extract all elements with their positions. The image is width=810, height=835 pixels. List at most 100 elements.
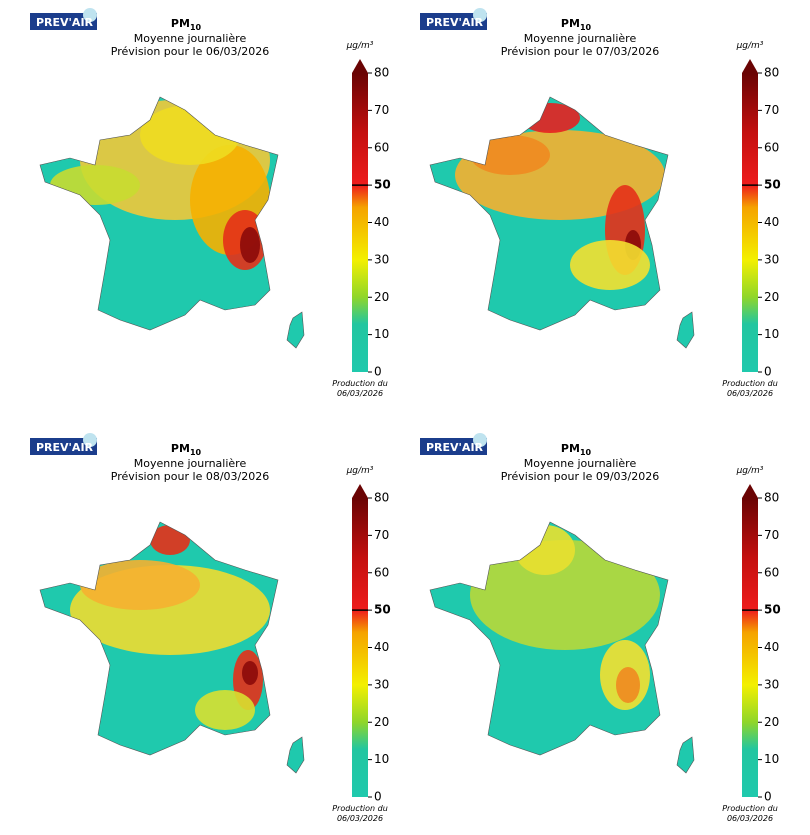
forecast-date: Prévision pour le 07/03/2026 bbox=[501, 45, 659, 58]
pollution-area bbox=[570, 240, 650, 290]
tick-label: 50 bbox=[764, 178, 781, 192]
colorbar bbox=[742, 73, 758, 372]
pollution-area bbox=[616, 667, 640, 703]
production: 06/03/2026 bbox=[727, 389, 773, 398]
tick-label: 30 bbox=[374, 677, 389, 691]
pollution-area bbox=[150, 525, 190, 555]
corsica-outline bbox=[286, 736, 305, 774]
corsica-outline bbox=[676, 736, 695, 774]
logo: PREV'AIR bbox=[426, 441, 484, 454]
subtitle: Moyenne journalière bbox=[134, 457, 247, 470]
logo: PREV'AIR bbox=[36, 441, 94, 454]
tick-label: 50 bbox=[374, 603, 391, 617]
production: 06/03/2026 bbox=[337, 814, 383, 823]
tick-label: 10 bbox=[374, 752, 389, 766]
title: PM10 bbox=[561, 17, 592, 32]
tick-label: 40 bbox=[374, 640, 389, 654]
logo-globe bbox=[473, 433, 487, 447]
france-outline bbox=[39, 521, 279, 756]
logo-box bbox=[420, 438, 487, 455]
tick-label: 50 bbox=[374, 178, 391, 192]
tick-label: 40 bbox=[764, 640, 779, 654]
tick-label: 70 bbox=[374, 528, 389, 542]
title-subscript: 10 bbox=[190, 448, 202, 457]
tick-label: 20 bbox=[764, 715, 779, 729]
unit: µg/m³ bbox=[736, 466, 764, 476]
tick-label: 80 bbox=[374, 66, 389, 80]
pollution-area bbox=[242, 661, 258, 685]
tick-label: 80 bbox=[764, 66, 779, 80]
colorbar bbox=[352, 498, 368, 797]
tick-label: 70 bbox=[764, 528, 779, 542]
tick-label: 80 bbox=[764, 491, 779, 505]
unit: µg/m³ bbox=[736, 41, 764, 51]
logo: PREV'AIR bbox=[426, 16, 484, 29]
colorbar-extend bbox=[742, 484, 758, 498]
colorbar-extend bbox=[352, 484, 368, 498]
tick-label: 0 bbox=[374, 790, 382, 804]
pollution-area bbox=[80, 560, 200, 610]
subtitle: Moyenne journalière bbox=[524, 457, 637, 470]
title-main: PM bbox=[561, 442, 580, 455]
logo: PREV'AIR bbox=[36, 16, 94, 29]
pollution-area bbox=[240, 227, 260, 263]
tick-label: 40 bbox=[764, 215, 779, 229]
colorbar bbox=[352, 73, 368, 372]
tick-label: 50 bbox=[764, 603, 781, 617]
logo-globe bbox=[83, 433, 97, 447]
logo-box bbox=[420, 13, 487, 30]
tick-label: 30 bbox=[374, 252, 389, 266]
corsica-outline bbox=[676, 311, 695, 349]
tick-label: 60 bbox=[764, 565, 779, 579]
tick-label: 0 bbox=[764, 365, 772, 379]
colorbar-extend bbox=[742, 59, 758, 73]
tick-label: 80 bbox=[374, 491, 389, 505]
tick-label: 0 bbox=[374, 365, 382, 379]
tick-label: 30 bbox=[764, 252, 779, 266]
colorbar-extend bbox=[352, 59, 368, 73]
title-subscript: 10 bbox=[580, 23, 592, 32]
production: 06/03/2026 bbox=[337, 389, 383, 398]
tick-label: 20 bbox=[764, 290, 779, 304]
unit: µg/m³ bbox=[346, 466, 374, 476]
tick-label: 60 bbox=[374, 565, 389, 579]
title-subscript: 10 bbox=[580, 448, 592, 457]
colorbar bbox=[742, 498, 758, 797]
logo-globe bbox=[83, 8, 97, 22]
forecast-date: Prévision pour le 06/03/2026 bbox=[111, 45, 269, 58]
tick-label: 0 bbox=[764, 790, 772, 804]
subtitle: Moyenne journalière bbox=[134, 32, 247, 45]
tick-label: 10 bbox=[374, 327, 389, 341]
tick-label: 40 bbox=[374, 215, 389, 229]
tick-label: 20 bbox=[374, 715, 389, 729]
france-outline bbox=[429, 96, 669, 331]
title-main: PM bbox=[561, 17, 580, 30]
tick-label: 20 bbox=[374, 290, 389, 304]
forecast-date: Prévision pour le 08/03/2026 bbox=[111, 470, 269, 483]
forecast-date: Prévision pour le 09/03/2026 bbox=[501, 470, 659, 483]
production: Production du bbox=[332, 804, 388, 813]
pollution-area bbox=[195, 690, 255, 730]
pollution-area bbox=[470, 135, 550, 175]
title-main: PM bbox=[171, 442, 190, 455]
logo-box bbox=[30, 13, 97, 30]
tick-label: 10 bbox=[764, 752, 779, 766]
tick-label: 60 bbox=[764, 140, 779, 154]
logo-globe bbox=[473, 8, 487, 22]
tick-label: 10 bbox=[764, 327, 779, 341]
tick-label: 70 bbox=[374, 103, 389, 117]
france-outline bbox=[39, 96, 279, 331]
subtitle: Moyenne journalière bbox=[524, 32, 637, 45]
logo-box bbox=[30, 438, 97, 455]
pollution-area bbox=[50, 165, 140, 205]
title: PM10 bbox=[171, 442, 202, 457]
production: Production du bbox=[722, 804, 778, 813]
tick-label: 60 bbox=[374, 140, 389, 154]
production: Production du bbox=[332, 379, 388, 388]
title-subscript: 10 bbox=[190, 23, 202, 32]
title: PM10 bbox=[171, 17, 202, 32]
